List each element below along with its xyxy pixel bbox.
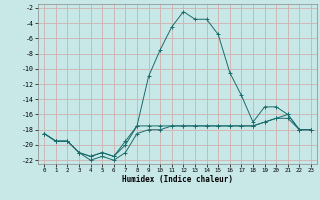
- X-axis label: Humidex (Indice chaleur): Humidex (Indice chaleur): [122, 175, 233, 184]
